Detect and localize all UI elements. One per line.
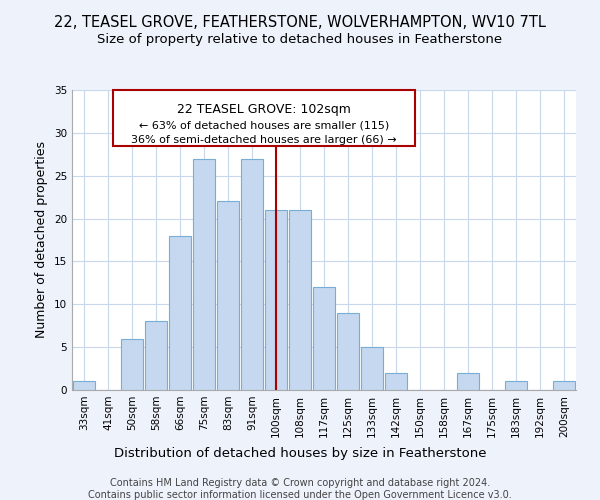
Bar <box>553 382 575 390</box>
Text: 22 TEASEL GROVE: 102sqm: 22 TEASEL GROVE: 102sqm <box>177 103 351 116</box>
Text: Contains HM Land Registry data © Crown copyright and database right 2024.: Contains HM Land Registry data © Crown c… <box>110 478 490 488</box>
Text: Contains public sector information licensed under the Open Government Licence v3: Contains public sector information licen… <box>88 490 512 500</box>
Bar <box>457 373 479 390</box>
Bar <box>361 347 383 390</box>
Bar <box>385 373 407 390</box>
Text: Distribution of detached houses by size in Featherstone: Distribution of detached houses by size … <box>114 448 486 460</box>
FancyBboxPatch shape <box>113 90 415 146</box>
Bar <box>505 382 527 390</box>
Bar <box>169 236 191 390</box>
Bar <box>217 202 239 390</box>
Text: ← 63% of detached houses are smaller (115): ← 63% of detached houses are smaller (11… <box>139 120 389 130</box>
Bar <box>289 210 311 390</box>
Text: 22, TEASEL GROVE, FEATHERSTONE, WOLVERHAMPTON, WV10 7TL: 22, TEASEL GROVE, FEATHERSTONE, WOLVERHA… <box>54 15 546 30</box>
Y-axis label: Number of detached properties: Number of detached properties <box>35 142 49 338</box>
Bar <box>265 210 287 390</box>
Bar <box>193 158 215 390</box>
Text: Size of property relative to detached houses in Featherstone: Size of property relative to detached ho… <box>97 32 503 46</box>
Bar <box>73 382 95 390</box>
Bar <box>121 338 143 390</box>
Bar <box>337 313 359 390</box>
Bar <box>241 158 263 390</box>
Text: 36% of semi-detached houses are larger (66) →: 36% of semi-detached houses are larger (… <box>131 136 397 145</box>
Bar <box>313 287 335 390</box>
Bar <box>145 322 167 390</box>
